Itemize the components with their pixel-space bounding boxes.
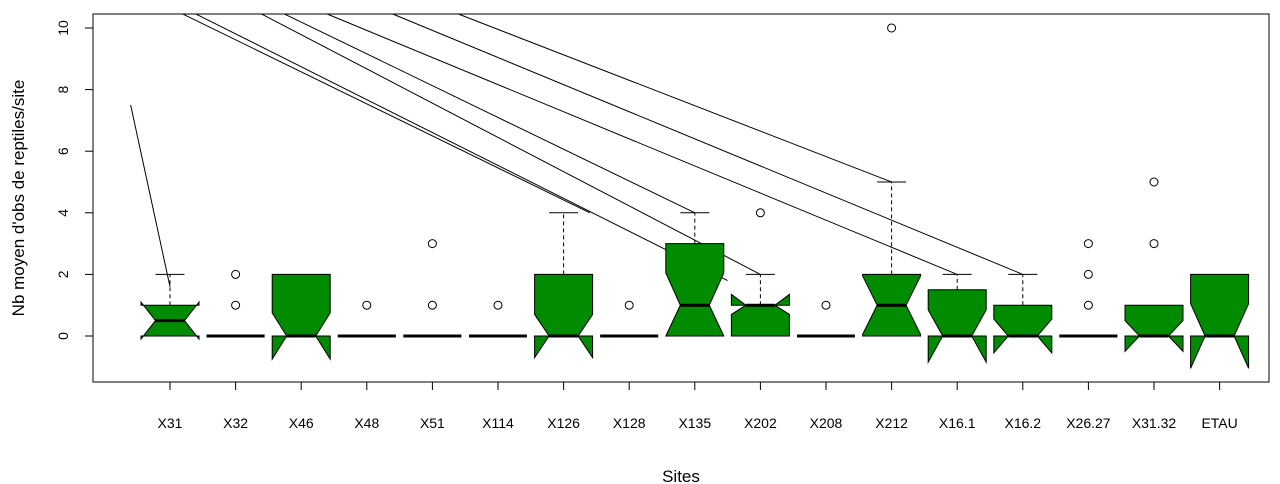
- outlier-point: [755, 208, 765, 218]
- notched-box: [534, 273, 594, 360]
- outlier-point: [624, 300, 634, 310]
- outlier-point: [1149, 177, 1159, 187]
- x-tick-label: X48: [354, 415, 379, 431]
- y-tick-label: 4: [55, 209, 71, 217]
- outlier-point: [427, 239, 437, 249]
- y-tick-label: 0: [55, 332, 71, 340]
- y-axis-title: Nb moyen d'obs de reptiles/site: [9, 80, 28, 317]
- connector-line: [196, 13, 728, 282]
- x-tick-label: X51: [420, 415, 445, 431]
- outlier-point: [231, 300, 241, 310]
- box-X114: [469, 300, 527, 338]
- x-tick-label: X126: [547, 415, 580, 431]
- notched-box: [1190, 273, 1250, 369]
- connector-line: [182, 13, 591, 214]
- connector-line: [284, 13, 696, 214]
- notched-box: [927, 289, 987, 365]
- box-ETAU: [1190, 273, 1250, 369]
- x-tick-label: X26.27: [1066, 415, 1111, 431]
- outlier-point: [1083, 300, 1093, 310]
- outlier-point: [493, 300, 503, 310]
- x-tick-label: X31: [158, 415, 183, 431]
- x-tick-label: X16.2: [1005, 415, 1042, 431]
- x-axis: X31 X32 X46 X48 X51 X114 X126 X128 X135 X202 X208 X…: [158, 381, 1238, 431]
- x-tick-label: X128: [613, 415, 646, 431]
- x-tick-label: X46: [289, 415, 314, 431]
- notched-box: [1124, 304, 1184, 353]
- y-tick-label: 8: [55, 85, 71, 93]
- extra-lines: [130, 13, 1023, 287]
- connector-line: [458, 13, 892, 183]
- x-tick-label: X32: [223, 415, 248, 431]
- notched-box: [271, 273, 331, 361]
- connector-line: [261, 13, 761, 275]
- box-X128: [600, 300, 659, 338]
- box-X26.27: [1059, 239, 1118, 338]
- x-tick-label: X16.1: [939, 415, 976, 431]
- x-tick-label: X212: [875, 415, 908, 431]
- x-axis-title: Sites: [662, 467, 700, 484]
- box-X135: [665, 212, 725, 337]
- x-tick-label: X208: [810, 415, 843, 431]
- x-tick-label: X31.32: [1132, 415, 1177, 431]
- x-tick-label: X135: [678, 415, 711, 431]
- outlier-point: [887, 23, 897, 33]
- box-X48: [337, 300, 396, 338]
- y-tick-label: 10: [55, 20, 71, 36]
- notched-box: [993, 304, 1053, 355]
- box-X16.1: [927, 273, 987, 365]
- y-tick-label: 6: [55, 147, 71, 155]
- box-X51: [403, 239, 462, 338]
- outlier-point: [1149, 239, 1159, 249]
- box-X126: [534, 212, 594, 360]
- outlier-point: [1083, 239, 1093, 249]
- outlier-point: [1083, 269, 1093, 279]
- box-X32: [206, 269, 265, 338]
- box-X208: [797, 300, 855, 338]
- box-X31: [140, 273, 200, 341]
- outlier-point: [362, 300, 372, 310]
- box-X31.32: [1124, 177, 1184, 353]
- x-tick-label: X114: [482, 415, 514, 431]
- y-tick-label: 2: [55, 270, 71, 278]
- outlier-point: [231, 269, 241, 279]
- notched-box: [665, 243, 725, 337]
- y-axis: 0 2 4 6 8 10: [55, 20, 94, 340]
- boxes: [140, 23, 1250, 369]
- connector-line: [327, 13, 958, 275]
- outlier-point: [427, 300, 437, 310]
- box-X46: [271, 273, 331, 361]
- notched-box: [730, 293, 790, 337]
- x-tick-label: X202: [744, 415, 777, 431]
- box-X202: [730, 208, 790, 337]
- connector-line: [130, 104, 171, 287]
- connector-line: [392, 13, 1023, 275]
- box-X16.2: [993, 273, 1053, 355]
- box-X212: [862, 23, 922, 337]
- x-tick-label: ETAU: [1201, 415, 1237, 431]
- outlier-point: [821, 300, 831, 310]
